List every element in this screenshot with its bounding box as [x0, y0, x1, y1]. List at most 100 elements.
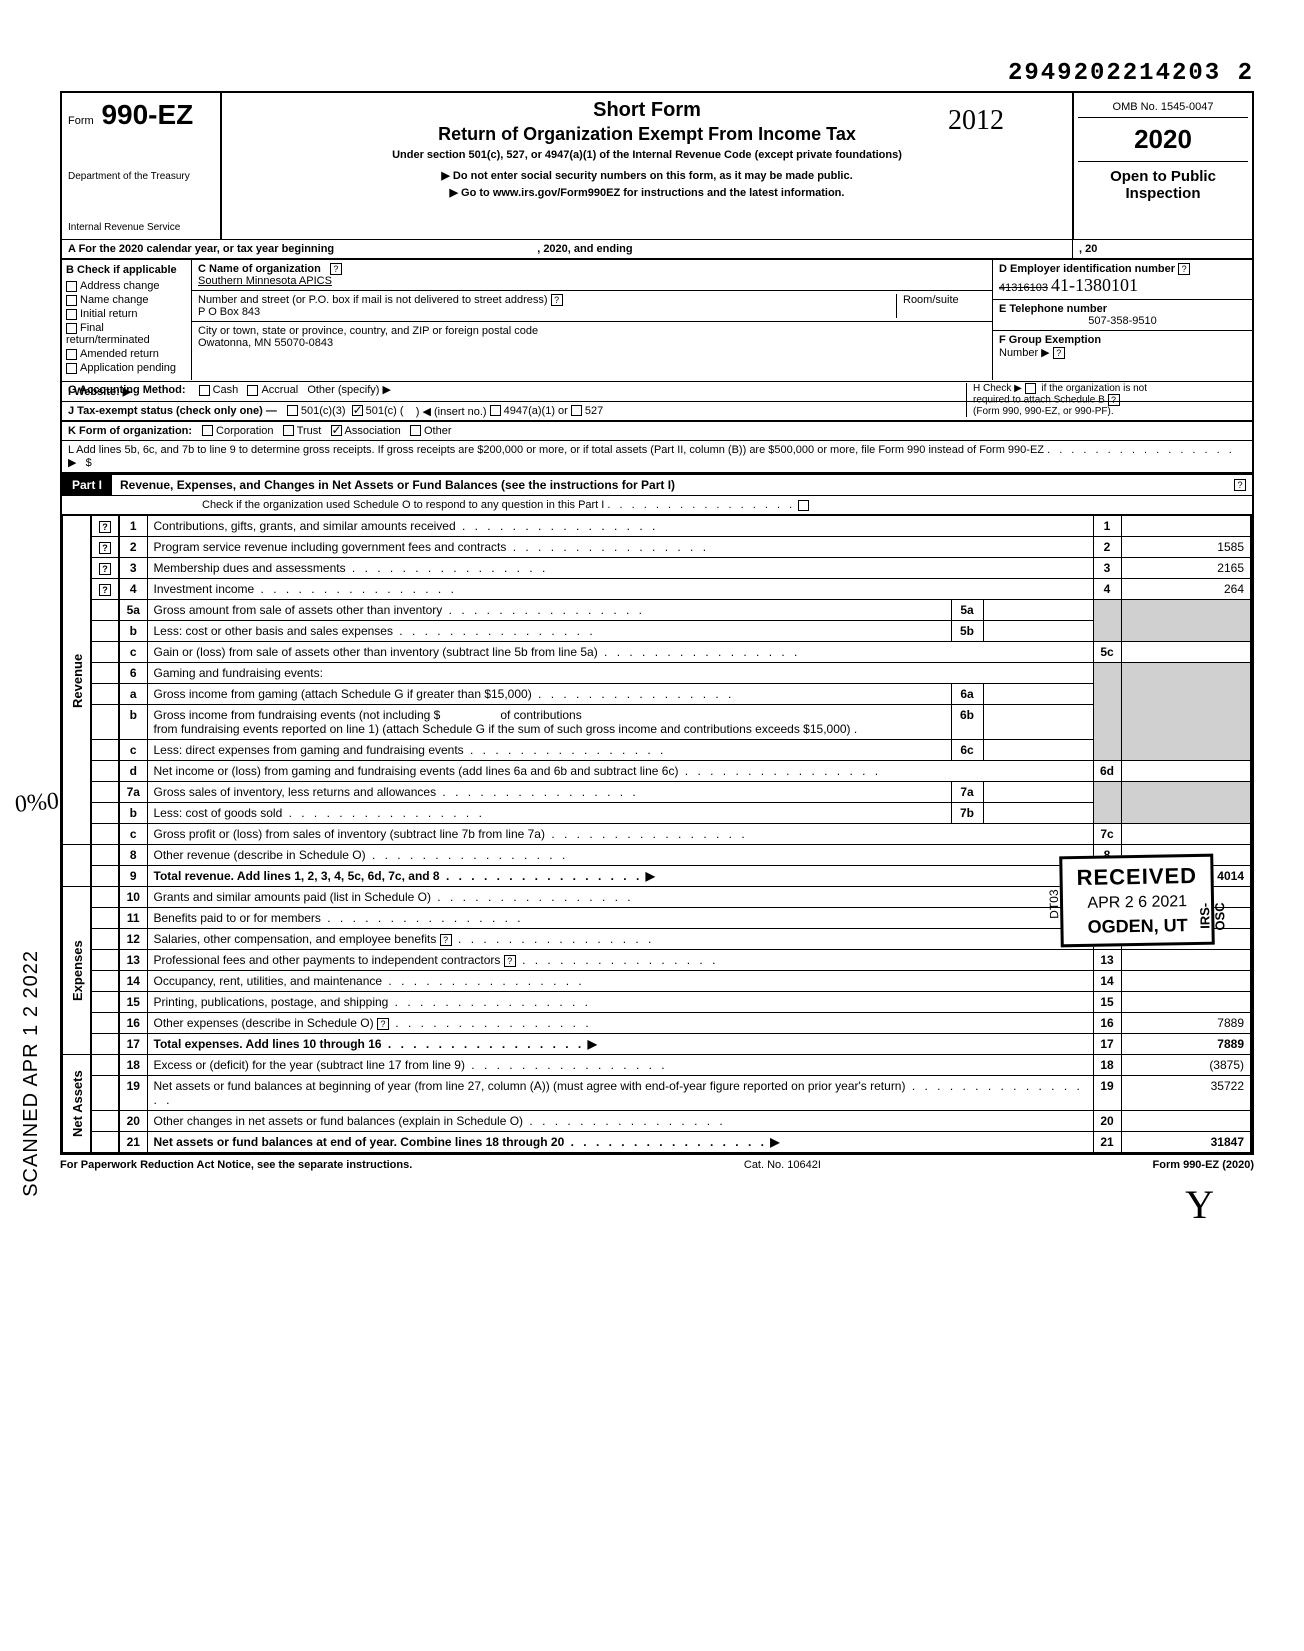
dept-irs: Internal Revenue Service — [68, 222, 214, 233]
street-label: Number and street (or P.O. box if mail i… — [198, 294, 548, 306]
help-icon[interactable]: ? — [1053, 347, 1065, 359]
help-icon[interactable]: ? — [99, 542, 111, 554]
part1-label: Part I — [62, 475, 112, 495]
row-a-right: , 20 — [1072, 240, 1252, 258]
chk-address-change[interactable]: Address change — [66, 280, 187, 292]
help-icon[interactable]: ? — [1178, 263, 1190, 275]
stamp-location: OGDEN, UT — [1077, 915, 1198, 938]
help-icon[interactable]: ? — [1234, 479, 1246, 491]
j-label: J Tax-exempt status (check only one) — — [68, 405, 277, 418]
l16-desc: Other expenses (describe in Schedule O) — [154, 1016, 374, 1030]
dept-treasury: Department of the Treasury — [68, 171, 214, 182]
open-public-2: Inspection — [1078, 185, 1248, 202]
handwritten-y: Y — [60, 1181, 1254, 1228]
rows-g-to-l: G Accounting Method: Cash Accrual Other … — [60, 380, 1254, 474]
chk-501c[interactable] — [352, 405, 363, 416]
stamp-date: APR 2 6 2021 — [1076, 893, 1197, 913]
help-icon[interactable]: ? — [1108, 394, 1120, 406]
section-netassets: Net Assets — [63, 1055, 92, 1153]
section-revenue: Revenue — [63, 516, 92, 845]
l5c-desc: Gain or (loss) from sale of assets other… — [154, 645, 598, 659]
form-number: 990-EZ — [101, 99, 193, 130]
chk-other[interactable] — [410, 425, 421, 436]
l17-desc: Total expenses. Add lines 10 through 16 — [154, 1037, 382, 1051]
help-icon[interactable]: ? — [440, 934, 452, 946]
l-text: L Add lines 5b, 6c, and 7b to line 9 to … — [68, 444, 1044, 456]
chk-cash[interactable] — [199, 385, 210, 396]
city-label: City or town, state or province, country… — [198, 325, 538, 337]
chk-4947[interactable] — [490, 405, 501, 416]
l-dollar: $ — [86, 457, 92, 469]
h-text4: (Form 990, 990-EZ, or 990-PF). — [973, 406, 1114, 417]
help-icon[interactable]: ? — [377, 1018, 389, 1030]
chk-corp[interactable] — [202, 425, 213, 436]
l3-desc: Membership dues and assessments — [154, 561, 346, 575]
form-header: Form 990-EZ Department of the Treasury I… — [60, 91, 1254, 239]
f-label1: F Group Exemption — [999, 334, 1101, 346]
help-icon[interactable]: ? — [99, 584, 111, 596]
stamp-irs: IRS-OSC — [1197, 890, 1228, 942]
l7b-desc: Less: cost of goods sold — [154, 806, 283, 820]
l10-desc: Grants and similar amounts paid (list in… — [154, 890, 431, 904]
d-label: D Employer identification number — [999, 263, 1175, 275]
help-icon[interactable]: ? — [504, 955, 516, 967]
e-label: E Telephone number — [999, 303, 1107, 315]
l6-desc: Gaming and fundraising events: — [147, 663, 1093, 684]
top-document-number: 2949202214203 2 — [60, 60, 1254, 87]
l15-desc: Printing, publications, postage, and shi… — [154, 995, 389, 1009]
l7a-desc: Gross sales of inventory, less returns a… — [154, 785, 437, 799]
l-arrow: ▶ — [68, 457, 76, 469]
part-1: Part I Revenue, Expenses, and Changes in… — [60, 474, 1254, 1155]
tax-year: 20202020 — [1078, 118, 1248, 162]
help-icon[interactable]: ? — [99, 521, 111, 533]
form-table: Revenue ? 1 Contributions, gifts, grants… — [62, 515, 1252, 1153]
chk-trust[interactable] — [283, 425, 294, 436]
title-short-form: Short Form — [232, 99, 1062, 122]
help-icon[interactable]: ? — [330, 263, 342, 275]
notice-ssn: ▶ Do not enter social security numbers o… — [232, 169, 1062, 182]
l1-desc: Contributions, gifts, grants, and simila… — [154, 519, 456, 533]
org-name: Southern Minnesota APICS — [198, 275, 332, 287]
chk-name-change[interactable]: Name change — [66, 294, 187, 306]
chk-527[interactable] — [571, 405, 582, 416]
l9-desc: Total revenue. Add lines 1, 2, 3, 4, 5c,… — [154, 869, 440, 883]
chk-pending[interactable]: Application pending — [66, 362, 187, 374]
received-stamp: DT03 RECEIVED APR 2 6 2021 OGDEN, UT IRS… — [1059, 854, 1215, 948]
title-return: Return of Organization Exempt From Incom… — [232, 124, 1062, 145]
part1-check-text: Check if the organization used Schedule … — [202, 499, 604, 511]
chk-assoc[interactable] — [331, 425, 342, 436]
chk-amended[interactable]: Amended return — [66, 348, 187, 360]
chk-h[interactable] — [1025, 383, 1036, 394]
help-icon[interactable]: ? — [551, 294, 563, 306]
i-label: I Website: ▶ — [68, 385, 131, 398]
row-a-left: A For the 2020 calendar year, or tax yea… — [68, 243, 334, 255]
l4-desc: Investment income — [154, 582, 255, 596]
l19-desc: Net assets or fund balances at beginning… — [154, 1079, 906, 1093]
help-icon[interactable]: ? — [99, 563, 111, 575]
footer-cat: Cat. No. 10642I — [744, 1159, 821, 1171]
l6a-desc: Gross income from gaming (attach Schedul… — [154, 687, 532, 701]
l6b-desc1: Gross income from fundraising events (no… — [154, 708, 441, 722]
footer: For Paperwork Reduction Act Notice, see … — [60, 1159, 1254, 1171]
city-value: Owatonna, MN 55070-0843 — [198, 337, 333, 349]
l6d-desc: Net income or (loss) from gaming and fun… — [154, 764, 679, 778]
ein-strike: 41316103 — [999, 282, 1048, 294]
chk-initial-return[interactable]: Initial return — [66, 308, 187, 320]
section-expenses: Expenses — [63, 887, 92, 1055]
b-header: B Check if applicable — [66, 264, 187, 276]
handwritten-initials: 0%0 — [14, 788, 60, 819]
chk-final-return[interactable]: Final return/terminated — [66, 322, 187, 346]
street-value: P O Box 843 — [198, 306, 260, 318]
chk-501c3[interactable] — [287, 405, 298, 416]
stamp-code: DT03 — [1046, 889, 1061, 919]
footer-left: For Paperwork Reduction Act Notice, see … — [60, 1159, 412, 1171]
l21-desc: Net assets or fund balances at end of ye… — [154, 1135, 565, 1149]
chk-schedule-o[interactable] — [798, 500, 809, 511]
l20-desc: Other changes in net assets or fund bala… — [154, 1114, 524, 1128]
chk-accrual[interactable] — [247, 385, 258, 396]
k-label: K Form of organization: — [68, 425, 192, 437]
l12-desc: Salaries, other compensation, and employ… — [154, 932, 437, 946]
subtitle: Under section 501(c), 527, or 4947(a)(1)… — [232, 149, 1062, 161]
part1-title: Revenue, Expenses, and Changes in Net As… — [112, 475, 1234, 495]
l6b-desc3: from fundraising events reported on line… — [154, 722, 858, 736]
